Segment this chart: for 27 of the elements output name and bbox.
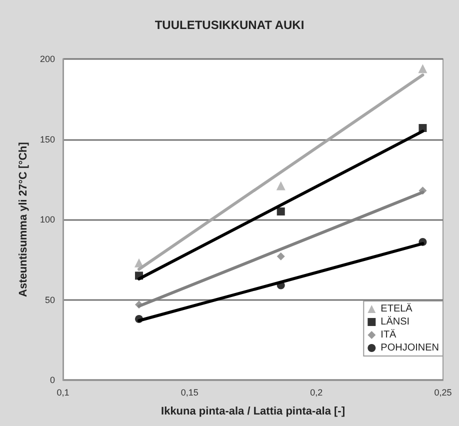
y-tick-label: 0: [50, 375, 55, 385]
legend-label: ITÄ: [380, 328, 397, 340]
legend-label: POHJOINEN: [380, 342, 440, 354]
point: [418, 186, 427, 195]
point: [135, 272, 143, 280]
point: [134, 258, 144, 268]
y-tick-label: 150: [40, 134, 55, 144]
point: [276, 181, 286, 190]
y-axis-title: Asteuntisumma yli 27°C [°Ch]: [18, 142, 30, 297]
x-tick-label: 0,15: [180, 388, 198, 398]
x-tick-label: 0,25: [434, 388, 452, 398]
chart-title: TUULETUSIKKUNAT AUKI: [154, 18, 304, 32]
y-tick-label: 50: [44, 294, 55, 305]
point: [135, 315, 143, 324]
x-axis-title: Ikkuna pinta-ala / Lattia pinta-ala [-]: [161, 406, 346, 418]
x-tick-label: 0,2: [310, 388, 323, 398]
point: [418, 124, 427, 132]
point: [418, 238, 427, 246]
point: [276, 207, 285, 216]
legend-label: ETELÄ: [380, 302, 413, 314]
point: [135, 300, 143, 309]
y-tick-label: 200: [40, 54, 55, 64]
x-tick-label: 0,1: [56, 388, 70, 398]
y-tick-label: 100: [40, 214, 55, 224]
legend-label: LÄNSI: [380, 316, 410, 328]
point: [418, 64, 428, 74]
point: [276, 252, 285, 260]
